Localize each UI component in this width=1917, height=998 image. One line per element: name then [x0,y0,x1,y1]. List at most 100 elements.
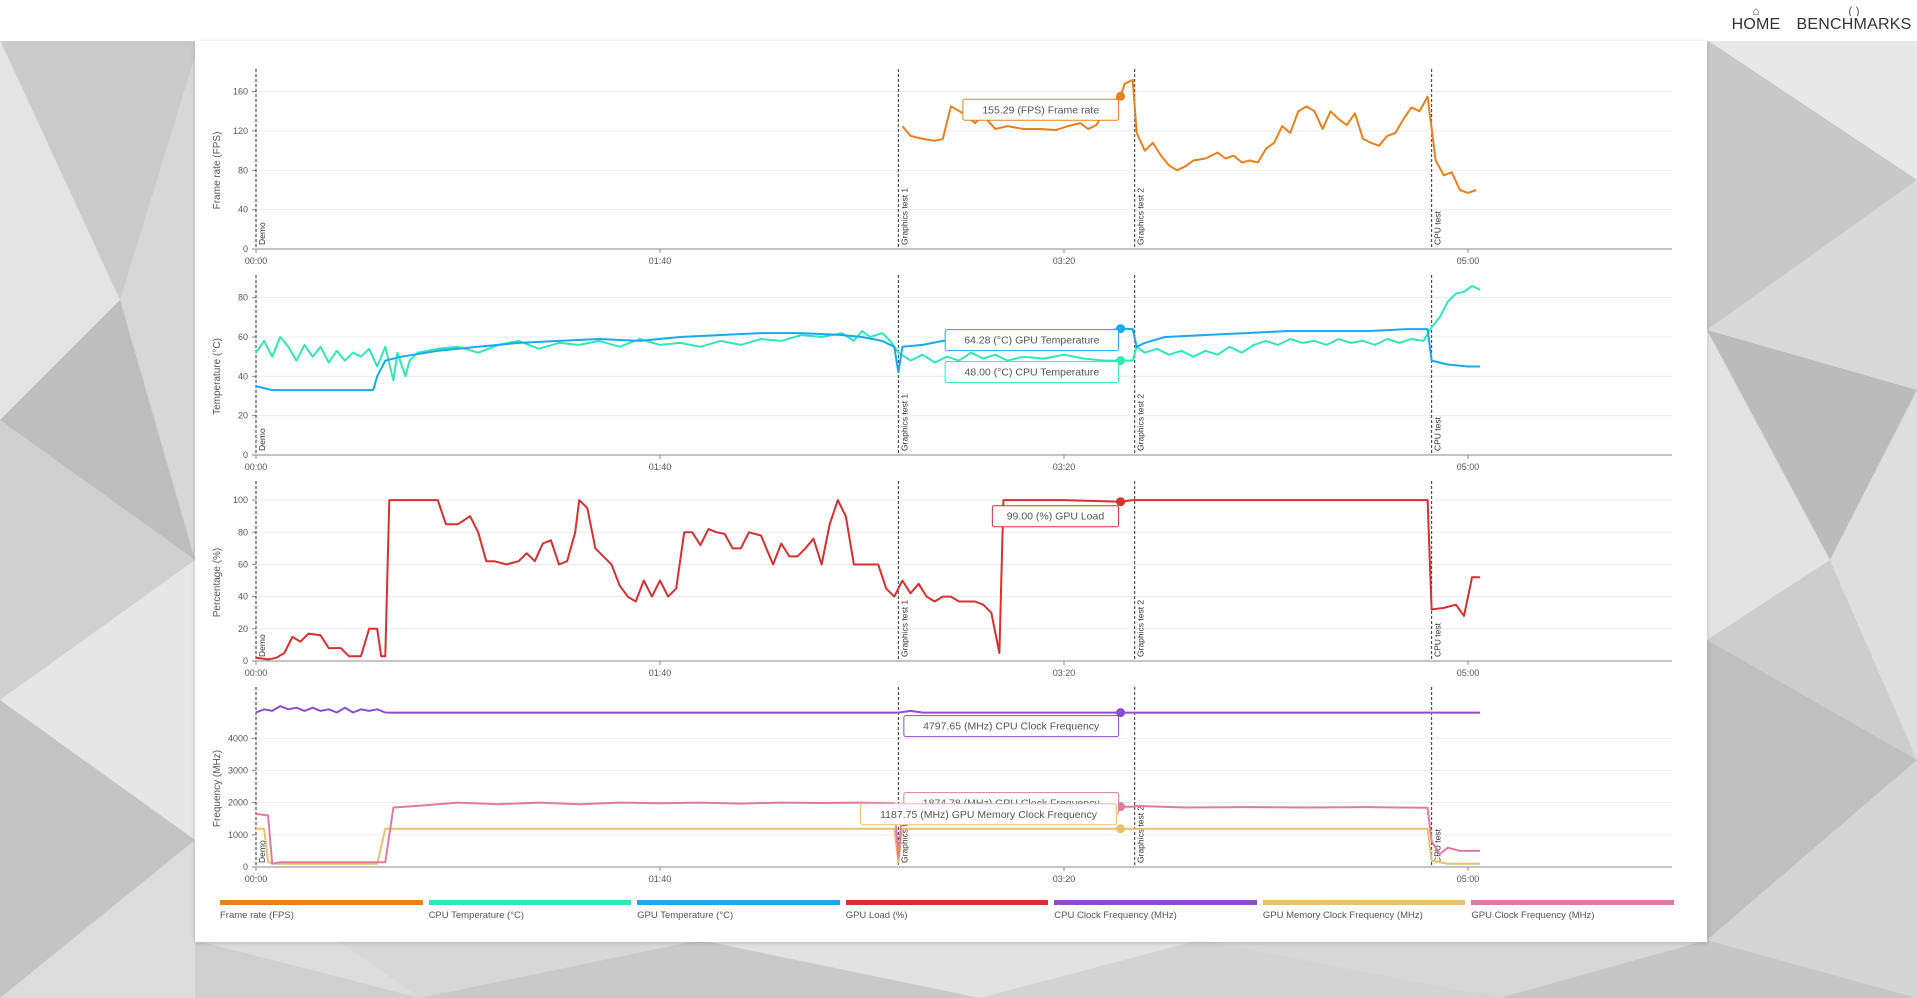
test-marker-label: Graphics test 1 [899,600,909,657]
test-marker-label: CPU test [1433,210,1443,245]
test-marker-label: CPU test [1433,416,1443,451]
legend-swatch [845,900,1049,905]
legend-item[interactable]: Frame rate (FPS) [220,900,423,930]
legend-label: GPU Load (%) [845,910,908,921]
y-tick-label: 20 [238,624,248,634]
x-tick-label: 03:20 [1053,256,1076,266]
test-marker-label: Graphics test 1 [899,394,909,451]
y-axis-title: Frequency (MHz) [212,750,223,827]
y-tick-label: 40 [238,592,248,602]
x-tick-label: 01:40 [649,668,672,678]
y-tick-label: 120 [233,126,248,136]
tooltip-text: 1187.75 (MHz) GPU Memory Clock Frequency [880,809,1098,821]
tooltip-box [903,715,1120,738]
panel-temp: 0 20 40 60 80 00:00 01:40 03:20 05:00 Temperature… [212,275,1672,472]
x-tick-label: 00:00 [245,668,268,678]
legend-swatch [637,900,840,905]
legend-item[interactable]: GPU Memory Clock Frequency (MHz) [1262,900,1466,930]
tooltip-text: 99.00 (%) GPU Load [1007,511,1105,523]
x-tick-label: 01:40 [649,874,672,884]
y-tick-label: 80 [238,527,248,537]
test-marker-label: Demo [257,634,267,657]
series-line [256,827,1481,865]
tooltip-text: 64.28 (°C) GPU Temperature [964,335,1099,347]
legend-swatch [1054,900,1257,905]
test-marker-label: Graphics test 2 [1136,188,1146,245]
tooltip-box [991,505,1120,528]
y-tick-label: 160 [233,87,248,97]
y-tick-label: 2000 [228,798,248,808]
tooltip-box [860,803,1118,826]
test-marker-label: Demo [257,428,267,451]
panel-freq: 0 1000 2000 3000 4000 00:00 01:40 03:20 05:00 Fre… [212,687,1672,884]
series-line [255,284,1481,382]
chart-legend: Frame rate (FPS) CPU Temperature (°C) GPU … [220,900,1680,930]
y-tick-label: 0 [243,656,248,666]
legend-item[interactable]: CPU Clock Frequency (MHz) [1054,900,1257,930]
y-tick-label: 1000 [228,830,248,840]
y-axis-title: Percentage (%) [212,548,223,617]
test-marker-label: Graphics test 1 [899,188,909,245]
legend-item[interactable]: GPU Load (%) [845,900,1049,930]
y-tick-label: 3000 [228,765,248,775]
panel-fps: 0 40 80 120 160 00:00 01:40 03:20 05:00 Frame rat… [212,69,1672,266]
nav-home[interactable]: ⌂ HOME [1726,0,1786,41]
x-tick-label: 01:40 [649,256,672,266]
y-axis-title: Temperature (°C) [212,338,223,415]
top-navigation-bar: ⌂ HOME ( ) BENCHMARKS [0,0,1917,41]
test-marker-label: Graphics test 2 [1136,600,1146,657]
x-tick-label: 05:00 [1457,256,1480,266]
test-marker-label: CPU test [1433,828,1443,863]
x-tick-label: 00:00 [245,874,268,884]
legend-swatch [1262,900,1466,905]
legend-label: GPU Memory Clock Frequency (MHz) [1262,910,1423,921]
cursor-point [1116,91,1126,101]
y-tick-label: 20 [238,411,248,421]
nav-benchmarks-label: BENCHMARKS [1796,16,1912,33]
x-tick-label: 05:00 [1457,874,1480,884]
nav-home-label: HOME [1731,16,1781,33]
tooltip-text: 4797.65 (MHz) CPU Clock Frequency [923,721,1100,733]
x-tick-label: 00:00 [245,462,268,472]
legend-label: GPU Clock Frequency (MHz) [1471,910,1595,921]
y-tick-label: 80 [238,165,248,175]
legend-label: Frame rate (FPS) [220,910,294,921]
test-marker-label: Graphics test 2 [1136,806,1146,863]
y-tick-label: 60 [238,332,248,342]
nav-benchmarks[interactable]: ( ) BENCHMARKS [1796,0,1912,41]
cursor-point [1116,708,1126,718]
test-marker-label: Demo [257,222,267,245]
tooltip-box [962,98,1120,121]
series-line [255,327,1481,392]
panel-load: 0 20 40 60 80 100 00:00 01:40 03:20 05:00 Percenta… [212,481,1672,678]
y-tick-label: 0 [243,450,248,460]
y-tick-label: 0 [243,862,248,872]
legend-item[interactable]: GPU Clock Frequency (MHz) [1471,900,1674,930]
legend-swatch [1471,900,1674,905]
cursor-point [1116,824,1126,834]
x-tick-label: 03:20 [1053,668,1076,678]
legend-label: GPU Temperature (°C) [637,910,734,921]
series-line [255,801,1481,865]
x-tick-label: 05:00 [1457,668,1480,678]
test-marker-label: Graphics test 2 [1136,394,1146,451]
legend-swatch [220,900,423,905]
tooltip-text: 155.29 (FPS) Frame rate [982,104,1099,116]
y-tick-label: 4000 [228,733,248,743]
legend-swatch [428,900,632,905]
legend-label: CPU Clock Frequency (MHz) [1054,910,1177,921]
legend-item[interactable]: GPU Temperature (°C) [637,900,840,930]
legend-label: CPU Temperature (°C) [428,910,525,921]
legend-item[interactable]: CPU Temperature (°C) [428,900,632,930]
x-tick-label: 05:00 [1457,462,1480,472]
y-tick-label: 40 [238,205,248,215]
test-marker-label: Graphics test 1 [899,806,909,863]
home-icon: ⌂ [1752,6,1760,16]
x-tick-label: 03:20 [1053,874,1076,884]
gauge-icon: ( ) [1848,6,1860,16]
y-tick-label: 40 [238,371,248,381]
y-axis-title: Frame rate (FPS) [212,132,223,210]
y-tick-label: 0 [243,244,248,254]
cursor-point [1116,497,1126,507]
